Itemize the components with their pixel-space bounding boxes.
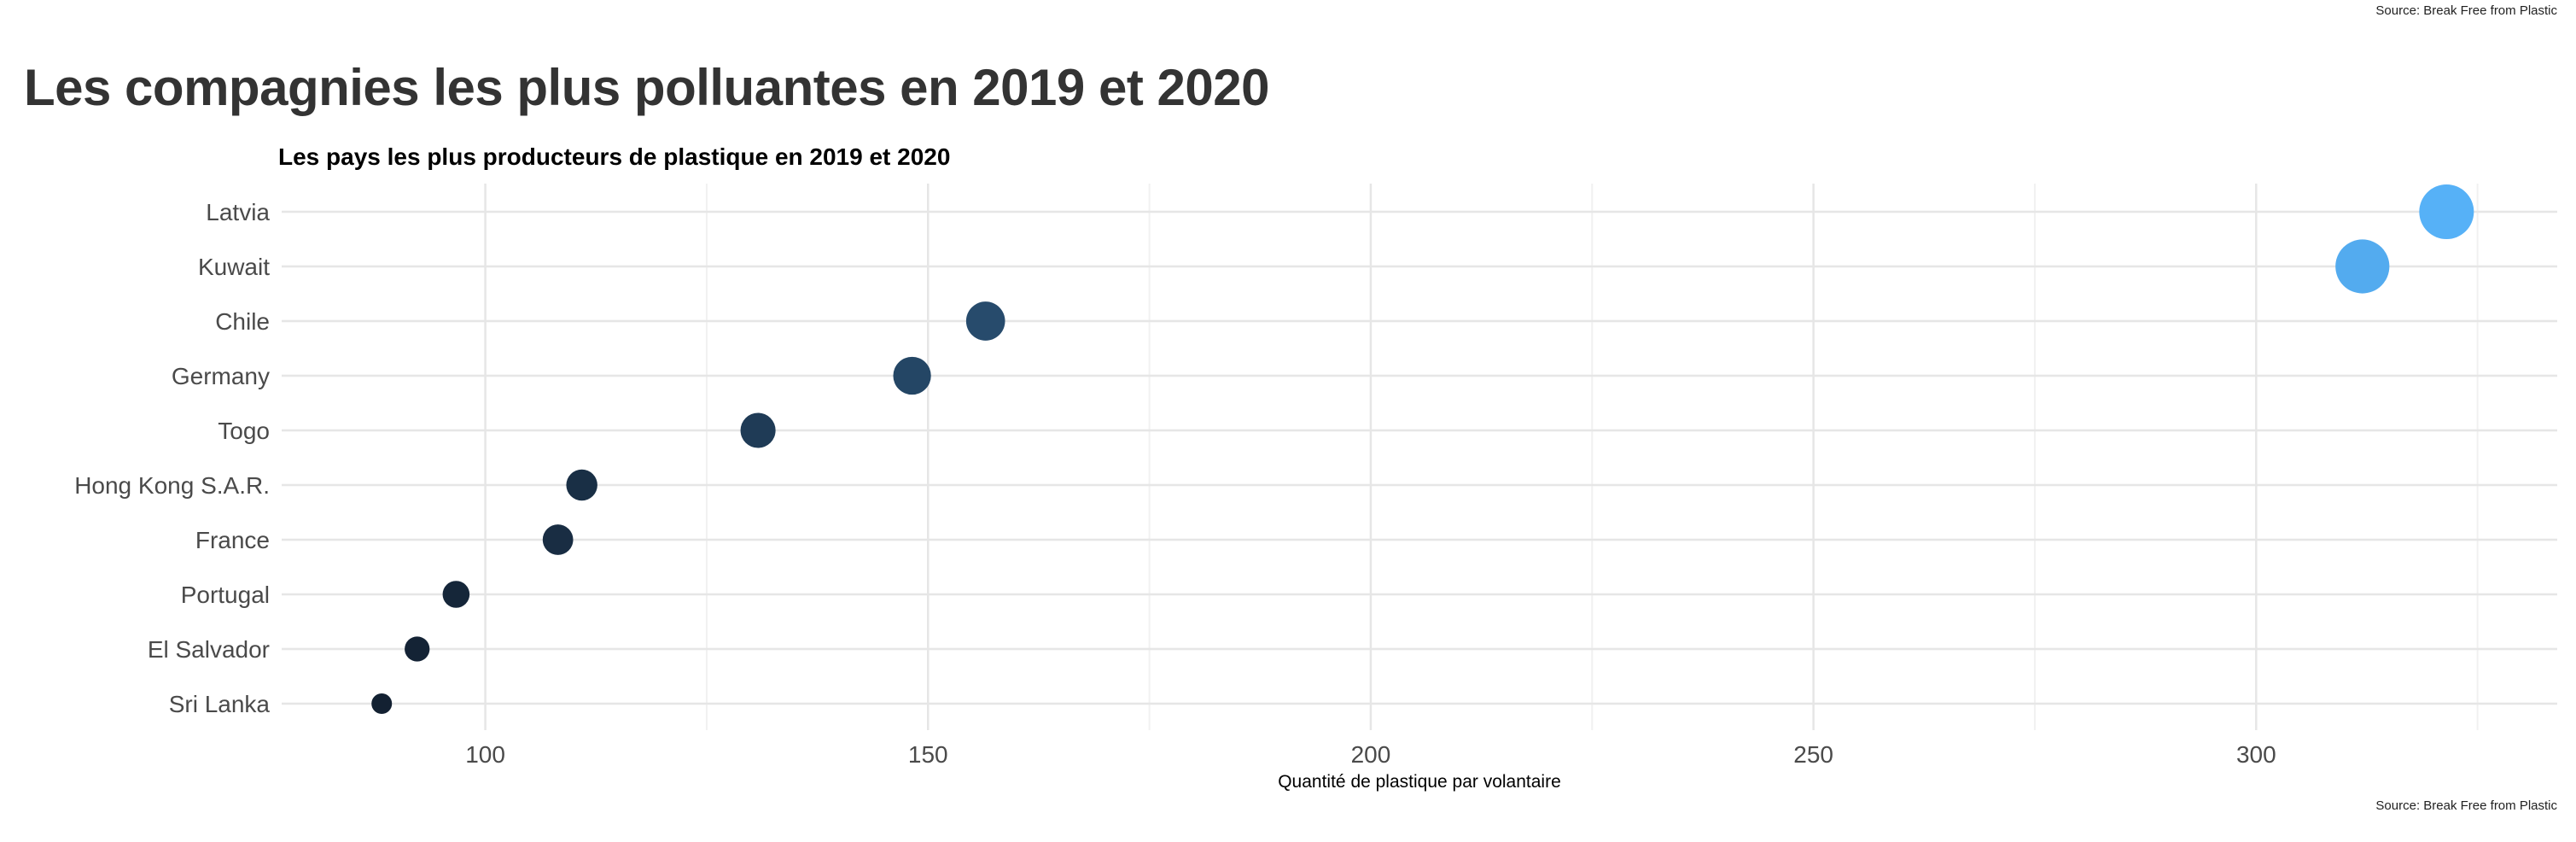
- chart-title: Les compagnies les plus polluantes en 20…: [24, 59, 1269, 116]
- data-point: [740, 412, 776, 448]
- x-tick-label: 250: [1793, 741, 1833, 768]
- data-point: [371, 693, 393, 714]
- data-point: [965, 301, 1005, 341]
- x-tick-label: 200: [1351, 741, 1391, 768]
- data-point: [566, 469, 597, 501]
- y-tick-label: Germany: [172, 363, 270, 389]
- data-point: [2335, 239, 2390, 294]
- source-note-top: Source: Break Free from Plastic: [2375, 3, 2557, 18]
- y-tick-label: Sri Lanka: [169, 691, 271, 717]
- y-tick-label: Togo: [218, 418, 270, 444]
- source-note-bottom: Source: Break Free from Plastic: [2375, 798, 2557, 813]
- grid-minor: [705, 184, 2479, 730]
- x-tick-label: 100: [465, 741, 505, 768]
- chart-subtitle: Les pays les plus producteurs de plastiq…: [278, 143, 951, 170]
- data-point: [542, 524, 574, 555]
- y-tick-label: France: [195, 527, 270, 553]
- y-tick-label: Hong Kong S.A.R.: [74, 472, 270, 499]
- y-tick-label: Kuwait: [198, 254, 270, 280]
- data-point: [405, 636, 430, 662]
- y-tick-label: Portugal: [181, 582, 270, 608]
- x-axis-tick-labels: 100 150 200 250 300: [465, 741, 2276, 768]
- y-axis-tick-labels: Latvia Kuwait Chile Germany Togo Hong Kong S.…: [74, 199, 270, 717]
- data-points: [371, 184, 2474, 714]
- data-point: [442, 581, 470, 608]
- y-tick-label: Chile: [215, 308, 270, 335]
- grid-major: [282, 184, 2557, 730]
- x-tick-label: 300: [2236, 741, 2276, 768]
- x-tick-label: 150: [908, 741, 948, 768]
- data-point: [893, 356, 931, 395]
- y-tick-label: El Salvador: [148, 636, 270, 663]
- x-axis-label: Quantité de plastique par volantaire: [1278, 772, 1561, 792]
- data-point: [2419, 184, 2474, 239]
- y-tick-label: Latvia: [206, 199, 270, 225]
